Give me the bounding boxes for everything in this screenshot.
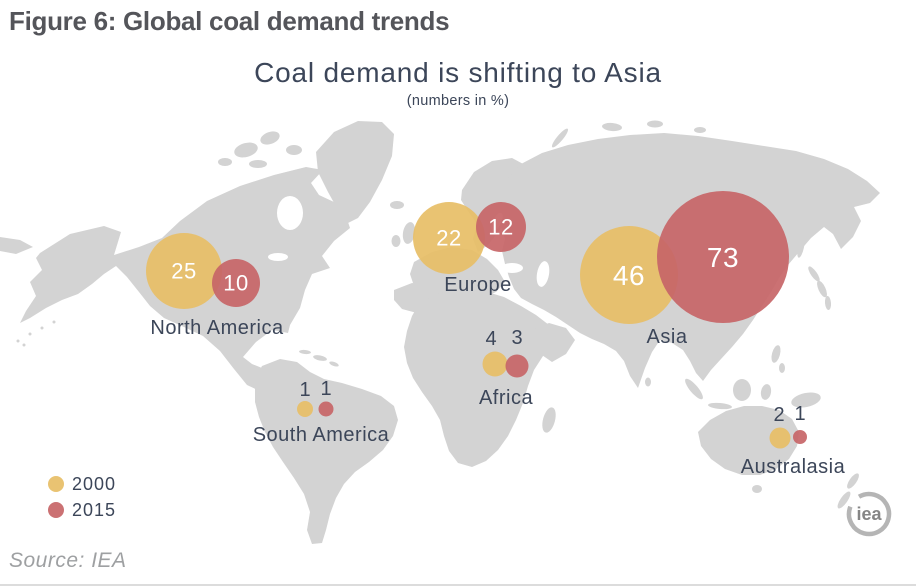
bubble-asia-2000 (580, 226, 678, 324)
chart-subtitle: (numbers in %) (406, 93, 510, 109)
bubble-value-south-america-2000: 1 (299, 379, 310, 401)
bubble-south-america-2015 (318, 401, 334, 417)
bubble-value-north-america-2000: 25 (171, 259, 196, 284)
bubble-value-south-america-2015: 1 (320, 378, 331, 400)
bubble-value-australasia-2000: 2 (773, 404, 784, 426)
map-greenland (316, 121, 394, 224)
bubble-value-asia-2015: 73 (707, 242, 739, 273)
map-islands (16, 120, 859, 509)
bubble-value-north-america-2015: 10 (223, 271, 248, 296)
legend-label-2015: 2015 (72, 500, 116, 520)
region-label-europe: Europe (444, 274, 512, 296)
bubble-europe-2000 (413, 202, 485, 274)
map-australia (698, 406, 799, 475)
bubble-value-africa-2015: 3 (511, 327, 522, 349)
bottom-divider (0, 584, 916, 586)
bubble-value-africa-2000: 4 (485, 328, 496, 350)
bubble-africa-2000 (482, 351, 508, 377)
bubble-australasia-2000 (769, 427, 791, 449)
source-note: Source: IEA (9, 549, 127, 572)
map-south-america (255, 359, 398, 544)
legend-label-2000: 2000 (72, 474, 116, 494)
figure-title: Figure 6: Global coal demand trends (9, 6, 450, 36)
region-label-australasia: Australasia (741, 456, 846, 478)
bubble-value-europe-2000: 22 (436, 226, 461, 251)
bubbles-2000 (146, 202, 791, 449)
bubble-australasia-2015 (793, 430, 807, 444)
legend: 2000 2015 (48, 474, 116, 520)
chart-title: Coal demand is shifting to Asia (254, 57, 662, 88)
region-label-south-america: South America (253, 424, 390, 446)
bubble-value-asia-2000: 46 (613, 260, 645, 291)
bubble-value-europe-2015: 12 (488, 215, 513, 240)
bubble-europe-2015 (476, 202, 526, 252)
bubble-south-america-2000 (297, 401, 313, 417)
bubble-value-australasia-2015: 1 (794, 403, 805, 425)
map-africa (404, 289, 560, 467)
map-arabia (531, 323, 575, 362)
map-chukotka (0, 237, 33, 254)
region-label-asia: Asia (647, 326, 688, 348)
legend-swatch-2015 (48, 502, 64, 518)
region-label-africa: Africa (479, 387, 534, 409)
iea-logo-text: iea (856, 504, 882, 524)
region-label-north-america: North America (150, 317, 284, 339)
bubble-north-america-2015 (212, 259, 260, 307)
iea-logo: iea (846, 491, 892, 537)
bubbles-2015 (212, 191, 807, 444)
legend-swatch-2000 (48, 476, 64, 492)
bubble-africa-2015 (505, 354, 529, 378)
world-map (0, 120, 880, 544)
bubble-asia-2015 (657, 191, 789, 323)
iea-logo-ring (846, 491, 892, 537)
bubble-north-america-2000 (146, 233, 222, 309)
